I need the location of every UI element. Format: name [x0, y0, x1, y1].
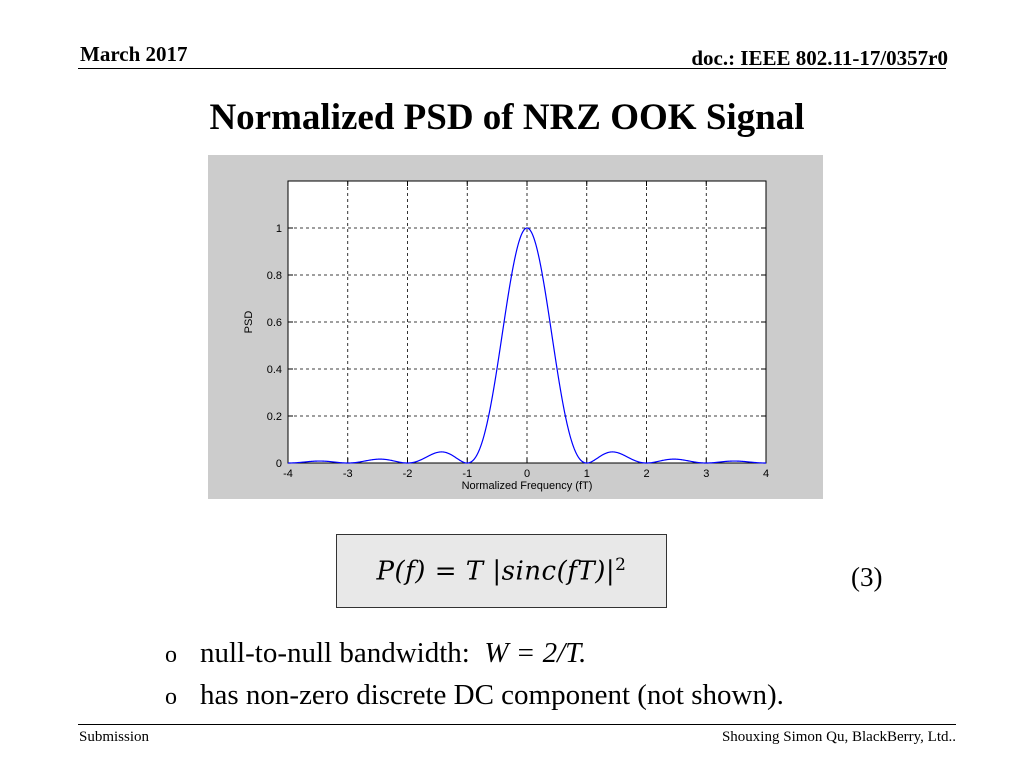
grid	[288, 181, 766, 463]
y-tick-label: 0.4	[267, 364, 282, 376]
x-tick-label: -4	[283, 468, 293, 480]
header-doc-id: doc.: IEEE 802.11-17/0357r0	[691, 46, 948, 70]
equation-box: P(f) = T |sinc(fT)|2	[336, 534, 667, 608]
footer-rule	[78, 724, 956, 725]
x-tick-label: 1	[584, 468, 590, 480]
y-axis-label: PSD	[243, 311, 255, 334]
bullet-text: null-to-null bandwidth:	[200, 637, 470, 669]
equation-number: (3)	[851, 562, 883, 592]
footer-submission: Submission	[79, 729, 150, 745]
bullet-item: o null-to-null bandwidth: W = 2/T.	[165, 633, 784, 675]
bullet-marker: o	[165, 684, 177, 710]
psd-chart: -4 -3 -2 -1 0 1 2 3 4 0 0.2 0.4 0.6 0.8 1 Normalized F…	[208, 155, 823, 499]
header-rule	[78, 68, 946, 69]
bullet-text: has non-zero discrete DC component (not …	[200, 679, 784, 711]
footer-author: Shouxing Simon Qu, BlackBerry, Ltd..	[721, 729, 956, 745]
equation: P(f) = T |sinc(fT)|2	[337, 555, 666, 587]
psd-chart-svg: -4 -3 -2 -1 0 1 2 3 4 0 0.2 0.4 0.6 0.8 1 Normalized F…	[208, 155, 823, 499]
bullet-list: o null-to-null bandwidth: W = 2/T. o has n…	[165, 633, 784, 717]
x-axis-label: Normalized Frequency (fT)	[462, 480, 593, 492]
x-tick-label: 2	[643, 468, 649, 480]
x-tick-label: 4	[763, 468, 769, 480]
equation-lhs: P(f) = T |sinc(fT)|	[376, 556, 616, 587]
y-tick-label: 0.6	[267, 317, 282, 329]
x-tick-label: -2	[403, 468, 413, 480]
slide-title: Normalized PSD of NRZ OOK Signal	[209, 97, 805, 138]
x-tick-label: 0	[524, 468, 530, 480]
y-tick-label: 0.8	[267, 270, 282, 282]
series-group	[288, 227, 766, 464]
bullet-marker: o	[165, 642, 177, 668]
psd-series-line	[288, 227, 766, 464]
y-tick-label: 0.2	[267, 411, 282, 423]
bullet-item: o has non-zero discrete DC component (not…	[165, 675, 784, 717]
bullet-math: W = 2/T.	[484, 637, 587, 669]
x-tick-label: -3	[343, 468, 353, 480]
equation-exponent: 2	[615, 555, 627, 575]
y-tick-label: 0	[276, 458, 282, 470]
x-tick-label: -1	[462, 468, 472, 480]
header-date: March 2017	[80, 42, 188, 66]
x-tick-label: 3	[703, 468, 709, 480]
y-tick-label: 1	[276, 223, 282, 235]
